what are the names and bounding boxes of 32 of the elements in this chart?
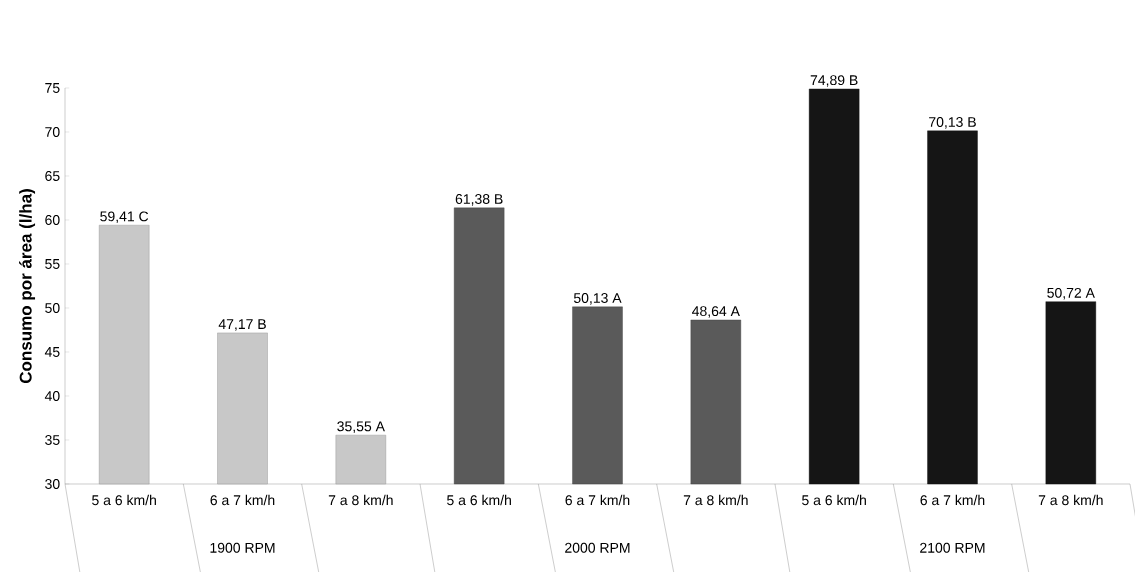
data-label: 74,89 B [810,75,858,87]
y-tick-label: 60 [45,215,60,225]
y-axis-title: Consumo por área (l/ha) [19,189,36,384]
data-label: 59,41 C [100,211,149,223]
x-tick-label: 5 a 6 km/h [92,494,156,506]
y-tick-label: 55 [45,259,60,269]
x-tick-label: 5 a 6 km/h [447,494,511,506]
data-label: 61,38 B [455,194,503,206]
x-tick-label: 7 a 8 km/h [328,494,393,506]
y-tick-label: 45 [44,347,60,357]
data-label: 50,72 A [1047,287,1095,300]
x-tick-label: 7 a 8 km/h [1038,494,1103,506]
y-tick-label: 35 [45,435,60,445]
x-tick-label: 6 a 7 km/h [565,494,630,506]
y-tick-label: 50 [45,303,60,313]
data-label: 50,13 A [573,293,622,305]
data-label: 48,64 A [692,306,740,318]
data-label: 35,55 A [337,421,385,433]
y-tick-label: 70 [45,127,60,137]
data-label: 47,17 B [218,319,266,331]
data-label: 70,13 B [929,117,976,129]
text: 2000 RPM [565,542,630,553]
y-tick-label: 30 [45,479,60,489]
x-tick-label: 5 a 6 km/h [802,494,866,506]
x-tick-label: 6 a 7 km/h [920,494,985,506]
y-tick-label: 40 [44,391,60,401]
x-tick-label: 6 a 7 km/h [210,494,275,506]
y-tick-label: 65 [45,171,60,181]
text: 1900 RPM [210,542,275,553]
y-tick-label: 75 [45,83,60,93]
x-tick-label: 7 a 8 km/h [683,494,748,506]
text: 2100 RPM [920,542,985,553]
